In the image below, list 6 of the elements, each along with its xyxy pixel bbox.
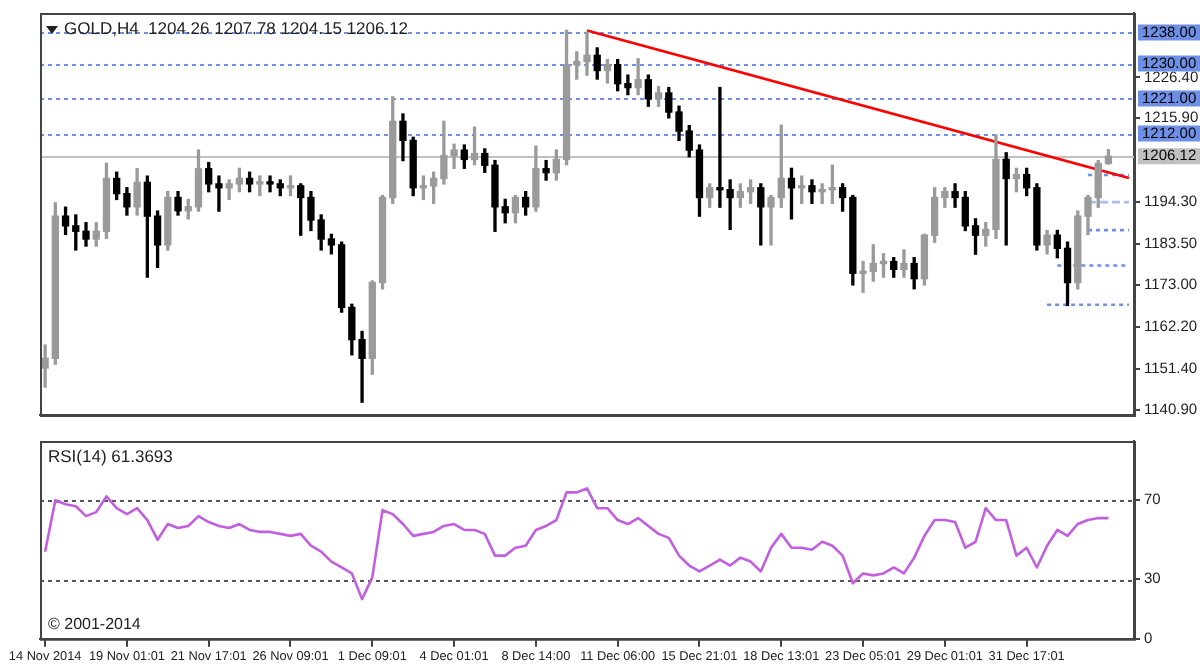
annotation: © 2001-2014: [48, 615, 142, 634]
candlestick: [542, 159, 550, 181]
candlestick: [634, 58, 642, 96]
chart-title: RSI(14) 61.3693: [48, 445, 174, 466]
chart-title: GOLD,H4 1204.26 1207.78 1204.15 1206.12: [64, 17, 409, 38]
candlestick: [900, 249, 908, 278]
